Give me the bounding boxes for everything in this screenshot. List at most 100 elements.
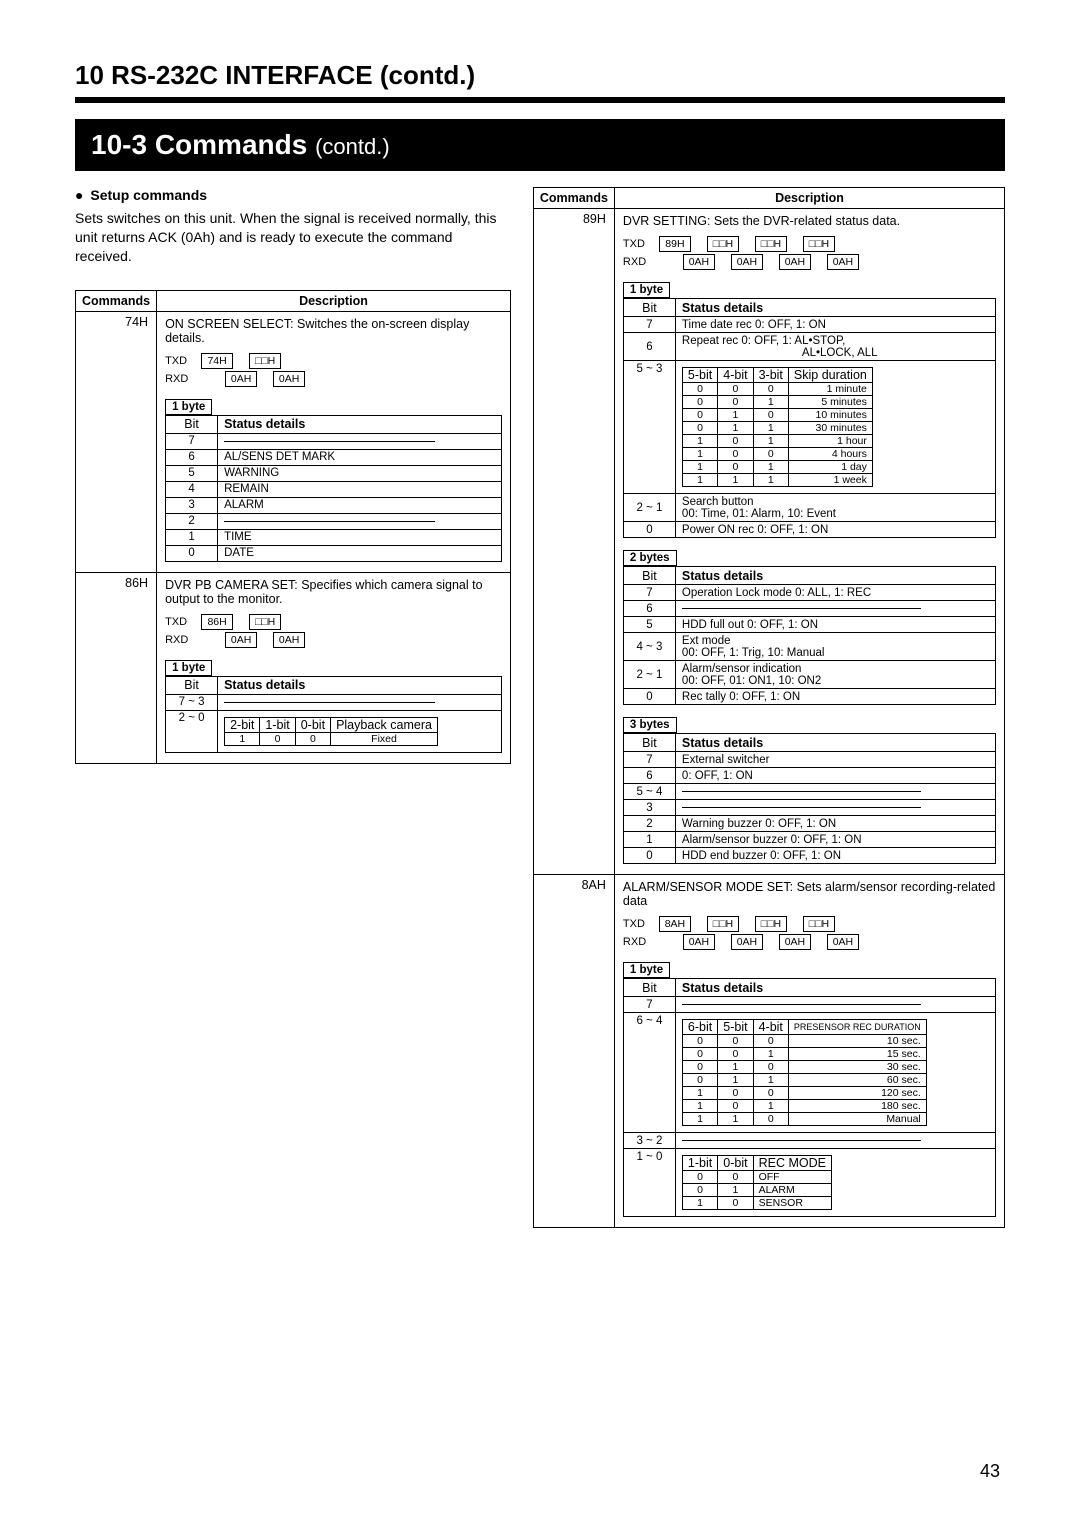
chapter-title: 10 RS-232C INTERFACE (contd.)	[75, 60, 1005, 103]
bit-val: 2-bit 1-bit 0-bit Playback camera 1 0	[218, 710, 502, 752]
txd-label: TXD	[623, 238, 657, 250]
rxd-box: 0AH	[827, 254, 859, 270]
rxd-box: 0AH	[273, 371, 305, 387]
bit-num: 5 ~ 3	[623, 361, 675, 494]
byte-header: 3 bytes	[623, 717, 677, 733]
bit-val: Time date rec 0: OFF, 1: ON	[675, 317, 995, 333]
mini-c: Fixed	[331, 732, 438, 745]
bit-hdr: Bit	[623, 567, 675, 585]
txd-label: TXD	[165, 616, 199, 628]
bit-val: ALARM	[218, 497, 502, 513]
bit-num: 3	[166, 497, 218, 513]
rxd-box: 0AH	[225, 632, 257, 648]
bit-hdr: Bit	[166, 415, 218, 433]
txd-box: 86H	[201, 614, 233, 630]
bit-val: Search button00: Time, 01: Alarm, 10: Ev…	[675, 494, 995, 522]
presensor-table: 6-bit5-bit4-bitPRESENSOR REC DURATION 00…	[682, 1019, 927, 1126]
section-contd: (contd.)	[315, 134, 390, 159]
cmd-89-signal: TXD 89H □□H □□H □□H RXD 0AH 0AH	[623, 236, 996, 270]
cmd-89-byte2: BitStatus details 7Operation Lock mode 0…	[623, 566, 996, 705]
left-column: ● Setup commands Sets switches on this u…	[75, 187, 511, 1246]
rxd-box: 0AH	[683, 934, 715, 950]
bit-val: Power ON rec 0: OFF, 1: ON	[675, 522, 995, 538]
cmd-74-signal: TXD 74H □□H RXD 0AH 0AH	[165, 353, 502, 387]
bit-val: Repeat rec 0: OFF, 1: AL•STOP,AL•LOCK, A…	[675, 333, 995, 361]
page-number: 43	[980, 1461, 1000, 1482]
mini-h: 2-bit	[225, 717, 260, 732]
txd-box: 8AH	[659, 916, 691, 932]
cmd-8a-byte1: BitStatus details 7 6 ~ 4 6-bit5-bit4-bi…	[623, 978, 996, 1217]
txd-box: 74H	[201, 353, 233, 369]
cmd-86-signal: TXD 86H □□H RXD 0AH 0AH	[165, 614, 502, 648]
rxd-label: RXD	[165, 634, 199, 646]
status-hdr: Status details	[675, 979, 995, 997]
commands-table-left: Commands Description 74H ON SCREEN SELEC…	[75, 290, 511, 764]
bit-num: 2	[166, 513, 218, 529]
cmd-8a-desc: ALARM/SENSOR MODE SET: Sets alarm/sensor…	[623, 880, 996, 908]
status-hdr: Status details	[675, 567, 995, 585]
bit-num: 0	[166, 545, 218, 561]
cmd-89-byte1: BitStatus details 7Time date rec 0: OFF,…	[623, 298, 996, 538]
cmd-89-desc-cell: DVR SETTING: Sets the DVR-related status…	[614, 209, 1004, 875]
bit-val: 5-bit4-bit3-bitSkip duration 0001 minute…	[675, 361, 995, 494]
hdr-description: Description	[614, 188, 1004, 209]
mini-c: 0	[295, 732, 330, 745]
cmd-86-code: 86H	[76, 572, 157, 763]
cmd-74-desc: ON SCREEN SELECT: Switches the on-screen…	[165, 317, 502, 345]
bit-num: 7	[166, 433, 218, 449]
bit-val	[218, 433, 502, 449]
cmd-86-desc: DVR PB CAMERA SET: Specifies which camer…	[165, 578, 502, 606]
status-hdr: Status details	[218, 676, 502, 694]
txd-box: □□H	[755, 916, 787, 932]
rxd-box: 0AH	[827, 934, 859, 950]
cmd-8a-desc-cell: ALARM/SENSOR MODE SET: Sets alarm/sensor…	[614, 875, 1004, 1228]
bit-val: AL/SENS DET MARK	[218, 449, 502, 465]
bit-val: WARNING	[218, 465, 502, 481]
bit-val: TIME	[218, 529, 502, 545]
rxd-box: 0AH	[779, 934, 811, 950]
txd-box: □□H	[755, 236, 787, 252]
cmd-74-bit-table: BitStatus details 7 6AL/SENS DET MARK 5W…	[165, 415, 502, 562]
bit-num: 1	[166, 529, 218, 545]
bit-num: 4	[166, 481, 218, 497]
rxd-box: 0AH	[779, 254, 811, 270]
bit-hdr: Bit	[623, 734, 675, 752]
txd-label: TXD	[623, 918, 657, 930]
bit-num: 2 ~ 0	[166, 710, 218, 752]
byte-header: 1 byte	[165, 399, 212, 415]
bit-val	[218, 513, 502, 529]
rxd-box: 0AH	[225, 371, 257, 387]
hdr-commands: Commands	[76, 290, 157, 311]
mini-c: 1	[225, 732, 260, 745]
setup-heading-label: Setup commands	[90, 187, 207, 203]
txd-box: 89H	[659, 236, 691, 252]
cmd-89-byte3: BitStatus details 7External switcher 60:…	[623, 733, 996, 864]
cmd-89-code: 89H	[533, 209, 614, 875]
rxd-box: 0AH	[731, 934, 763, 950]
bit-hdr: Bit	[623, 299, 675, 317]
bit-num: 7 ~ 3	[166, 694, 218, 710]
bit-hdr: Bit	[623, 979, 675, 997]
rxd-box: 0AH	[731, 254, 763, 270]
txd-box: □□H	[249, 353, 281, 369]
txd-box: □□H	[803, 236, 835, 252]
cmd-74-desc-cell: ON SCREEN SELECT: Switches the on-screen…	[157, 311, 511, 572]
right-column: Commands Description 89H DVR SETTING: Se…	[533, 187, 1005, 1246]
mini-h: 1-bit	[260, 717, 295, 732]
bit-num: 6	[623, 333, 675, 361]
txd-box: □□H	[707, 236, 739, 252]
mini-h: 0-bit	[295, 717, 330, 732]
intro-text: Sets switches on this unit. When the sig…	[75, 209, 511, 266]
cmd-74-code: 74H	[76, 311, 157, 572]
byte-header: 1 byte	[623, 962, 670, 978]
txd-box: □□H	[803, 916, 835, 932]
bit-val: DATE	[218, 545, 502, 561]
playback-table: 2-bit 1-bit 0-bit Playback camera 1 0	[224, 717, 438, 746]
txd-box: □□H	[249, 614, 281, 630]
bit-val: REMAIN	[218, 481, 502, 497]
bit-num: 2 ~ 1	[623, 494, 675, 522]
cmd-8a-signal: TXD 8AH □□H □□H □□H RXD 0AH 0AH	[623, 916, 996, 950]
bit-num: 5	[166, 465, 218, 481]
section-title-bar: 10-3 Commands (contd.)	[75, 119, 1005, 171]
txd-label: TXD	[165, 355, 199, 367]
